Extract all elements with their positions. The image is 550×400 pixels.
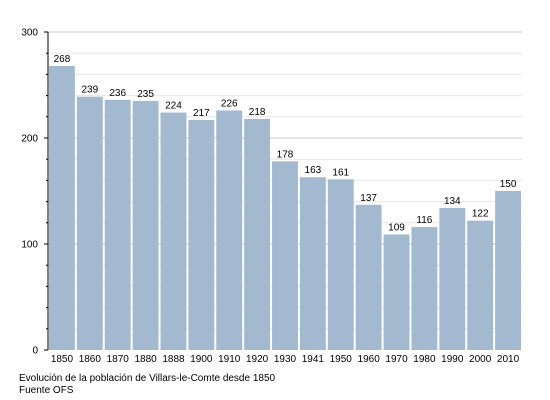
- y-tick-label-100: 100: [21, 240, 38, 251]
- x-tick-label-1941: 1941: [302, 354, 325, 365]
- x-tick-label-1990: 1990: [441, 354, 464, 365]
- bar-1888: [160, 112, 187, 350]
- x-tick-label-1980: 1980: [413, 354, 436, 365]
- data-label-1950: 161: [332, 167, 349, 178]
- bar-1950: [327, 179, 354, 350]
- axes: 0 100 200 300 1850 1860 1870 1880 1888 1900 1910 19…: [21, 28, 519, 366]
- x-tick-label-1880: 1880: [134, 354, 157, 365]
- x-tick-label-2010: 2010: [497, 354, 520, 365]
- data-label-1910: 226: [221, 98, 238, 109]
- bar-1941: [299, 177, 326, 350]
- x-tick-label-1950: 1950: [330, 354, 353, 365]
- data-label-1990: 134: [444, 196, 461, 207]
- x-tick-label-1910: 1910: [218, 354, 241, 365]
- bar-1960: [355, 204, 382, 350]
- data-label-2000: 122: [472, 209, 489, 220]
- y-tick-label-300: 300: [21, 28, 38, 39]
- chart-caption: Evolución de la población de Villars-le-…: [19, 373, 276, 384]
- x-tick-label-1920: 1920: [246, 354, 269, 365]
- bar-1880: [132, 100, 159, 351]
- data-label-1920: 218: [249, 107, 266, 118]
- data-label-1960: 137: [360, 193, 377, 204]
- x-tick-label-1870: 1870: [107, 354, 130, 365]
- x-tick-label-1960: 1960: [358, 354, 381, 365]
- bar-1910: [216, 110, 243, 350]
- data-label-1850: 268: [54, 54, 71, 65]
- x-tick-label-1900: 1900: [190, 354, 213, 365]
- x-tick-label-1860: 1860: [79, 354, 102, 365]
- bar-1970: [383, 234, 410, 350]
- y-tick-label-200: 200: [21, 134, 38, 145]
- data-label-1930: 178: [277, 149, 294, 160]
- bar-1900: [188, 119, 215, 350]
- bar-1990: [439, 207, 466, 350]
- bar-series: [49, 65, 521, 351]
- x-tick-label-1850: 1850: [51, 354, 74, 365]
- x-tick-label-1930: 1930: [274, 354, 297, 365]
- bar-1920: [244, 118, 271, 350]
- bar-1930: [272, 161, 298, 350]
- data-label-1888: 224: [165, 101, 182, 112]
- data-label-2010: 150: [500, 179, 517, 190]
- data-label-1860: 239: [81, 85, 98, 96]
- bar-1980: [411, 227, 438, 350]
- data-label-1870: 236: [109, 88, 126, 99]
- data-label-1880: 235: [137, 89, 154, 100]
- data-labels: 268 239 236 235 224 217 226 218 178 163 161 137 109 1…: [54, 54, 517, 234]
- bar-1850: [49, 65, 75, 351]
- y-tick-label-0: 0: [32, 346, 38, 357]
- data-label-1980: 116: [416, 215, 432, 226]
- bar-2000: [467, 220, 494, 350]
- x-tick-label-1970: 1970: [385, 354, 408, 365]
- bar-2010: [495, 191, 521, 350]
- bar-1870: [104, 99, 131, 350]
- chart-source: Fuente OFS: [19, 385, 74, 396]
- bar-1860: [76, 96, 103, 350]
- data-label-1970: 109: [388, 222, 405, 233]
- data-label-1941: 163: [305, 165, 322, 176]
- x-tick-label-1888: 1888: [162, 354, 185, 365]
- data-label-1900: 217: [193, 108, 210, 119]
- x-tick-label-2000: 2000: [469, 354, 492, 365]
